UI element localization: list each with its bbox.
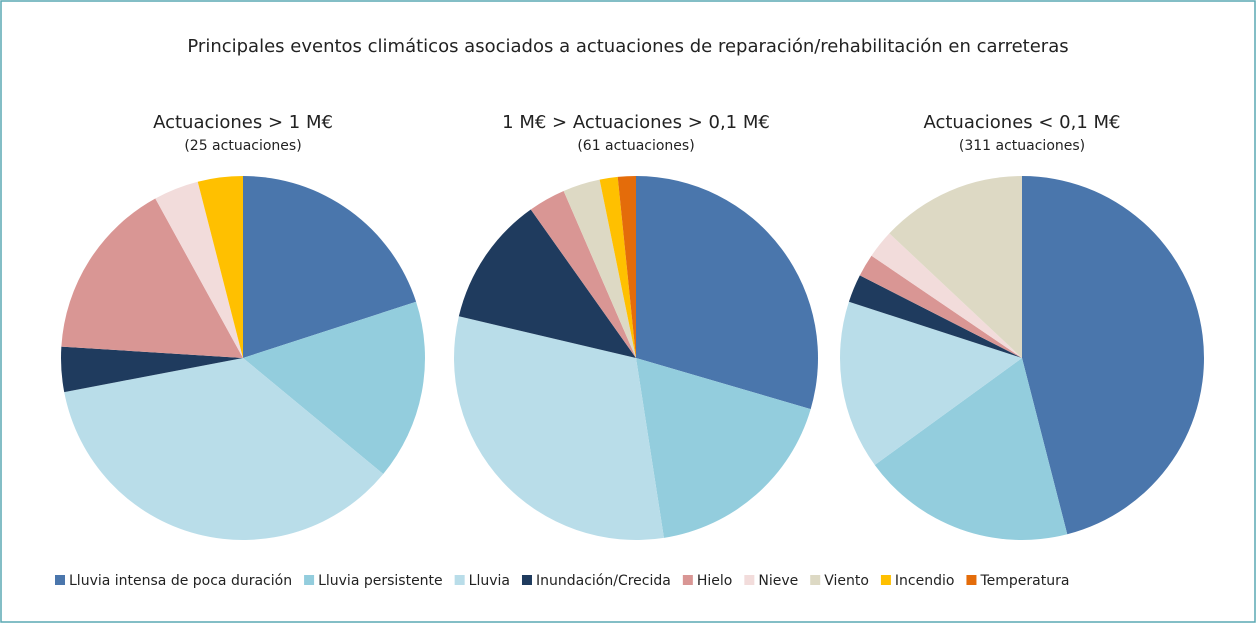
pie-slice xyxy=(243,301,425,475)
legend-label: Nieve xyxy=(758,573,798,589)
pie-slice xyxy=(454,316,664,540)
pie-slice xyxy=(530,190,636,358)
legend-label: Lluvia xyxy=(469,573,510,589)
pie-slice xyxy=(840,301,1022,465)
legend-swatch xyxy=(521,575,532,585)
pie-slice xyxy=(1022,176,1205,535)
legend-swatch xyxy=(966,575,977,585)
pie-subtitle: (25 actuaciones) xyxy=(184,138,301,154)
pie-slice xyxy=(874,358,1068,540)
legend-label: Inundación/Crecida xyxy=(536,573,671,589)
legend-label: Incendio xyxy=(895,573,955,589)
legend-label: Viento xyxy=(824,573,869,589)
pie-slice xyxy=(155,181,243,358)
legend-swatch xyxy=(454,575,465,585)
pie-slice xyxy=(859,255,1022,358)
pie-slice xyxy=(64,358,384,540)
pie-subtitle: (311 actuaciones) xyxy=(959,138,1085,154)
pie-subtitle: (61 actuaciones) xyxy=(577,138,694,154)
chart-title: Principales eventos climáticos asociados… xyxy=(187,36,1068,57)
pie-slice xyxy=(889,176,1022,358)
pie-title: 1 M€ > Actuaciones > 0,1 M€ xyxy=(502,112,770,133)
pie-slice xyxy=(636,358,811,538)
pie-slice xyxy=(636,176,819,410)
pie-title: Actuaciones > 1 M€ xyxy=(153,112,333,133)
pie-slice xyxy=(871,233,1022,358)
legend-label: Lluvia intensa de poca duración xyxy=(69,573,292,589)
pie-slice xyxy=(60,346,243,393)
legend-swatch xyxy=(304,575,315,585)
legend-swatch xyxy=(810,575,821,585)
legend-label: Temperatura xyxy=(979,573,1069,589)
pie-slice xyxy=(617,176,636,358)
legend-swatch xyxy=(682,575,693,585)
legend-swatch xyxy=(744,575,755,585)
legend-swatch xyxy=(880,575,891,585)
pie-slice xyxy=(197,176,243,358)
legend-label: Hielo xyxy=(697,573,733,589)
pie-slice xyxy=(563,179,636,358)
legend-label: Lluvia persistente xyxy=(318,573,443,589)
pie-slice xyxy=(848,275,1022,358)
pie-slice xyxy=(458,209,636,358)
pie-slice xyxy=(243,176,417,358)
legend-swatch xyxy=(55,575,65,585)
pie-title: Actuaciones < 0,1 M€ xyxy=(923,112,1120,133)
pie-slice xyxy=(599,176,636,358)
pie-slice xyxy=(61,198,244,358)
